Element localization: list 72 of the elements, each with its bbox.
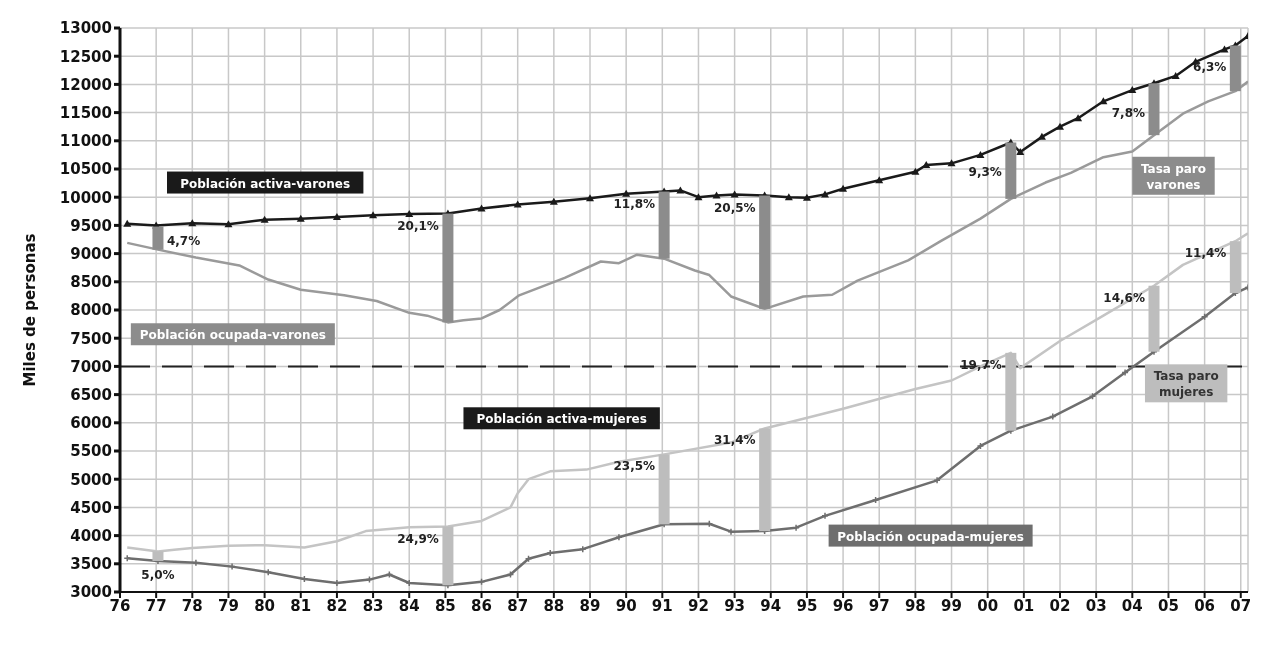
x-tick-label: 88 xyxy=(543,596,565,615)
annotation: 5,0% xyxy=(141,567,175,582)
text: Población ocupada-varones xyxy=(139,328,326,343)
x-tick-label: 97 xyxy=(868,596,890,615)
x-tick-label: 87 xyxy=(507,596,529,615)
y-tick-label: 7000 xyxy=(70,357,112,376)
y-tick-label: 5500 xyxy=(70,442,112,461)
text: Población activa-varones xyxy=(180,176,351,191)
y-tick-label: 7500 xyxy=(70,329,112,348)
annotation: 4,7% xyxy=(166,233,201,248)
x-tick-label: 03 xyxy=(1085,596,1107,615)
x-tick-label: 81 xyxy=(290,596,312,615)
annotation: 6,3% xyxy=(1193,60,1227,75)
x-tick-label: 96 xyxy=(832,596,854,615)
y-tick-label: 4500 xyxy=(70,498,112,517)
x-tick-label: 95 xyxy=(796,596,818,615)
annotation: 20,5% xyxy=(713,200,756,215)
y-axis-title: Miles de personas xyxy=(21,233,40,387)
x-tick-label: 94 xyxy=(760,596,782,615)
x-tick-label: 82 xyxy=(326,596,348,615)
x-tick-label: 91 xyxy=(651,596,673,615)
y-tick-label: 6500 xyxy=(70,385,112,404)
y-tick-label: 11500 xyxy=(59,103,112,122)
x-tick-label: 76 xyxy=(109,596,131,615)
x-tick-label: 79 xyxy=(218,596,239,615)
text: Tasa paro varones xyxy=(1141,161,1207,192)
x-tick-label: 98 xyxy=(904,596,926,615)
y-tick-label: 10500 xyxy=(59,160,112,179)
text: Población activa-mujeres xyxy=(476,412,647,427)
x-tick-label: 06 xyxy=(1194,596,1216,615)
y-tick-label: 6000 xyxy=(70,414,112,433)
x-tick-label: 78 xyxy=(181,596,203,615)
annotation: 20,1% xyxy=(397,218,439,233)
y-tick-label: 8000 xyxy=(70,301,112,320)
x-tick-label: 04 xyxy=(1121,596,1143,615)
x-tick-label: 02 xyxy=(1049,596,1071,615)
x-tick-label: 80 xyxy=(254,596,276,615)
y-tick-label: 13000 xyxy=(59,19,112,38)
y-tick-label: 8500 xyxy=(70,273,112,292)
y-tick-label: 10000 xyxy=(59,188,112,207)
x-tick-label: 99 xyxy=(941,596,962,615)
annotation: 24,9% xyxy=(397,531,439,546)
y-tick-label: 11000 xyxy=(59,132,112,151)
annotation: 7,8% xyxy=(1111,106,1145,121)
annotation: 23,5% xyxy=(613,459,656,474)
x-tick-label: 01 xyxy=(1013,596,1035,615)
annotation: 11,8% xyxy=(613,196,656,211)
y-tick-label: 4000 xyxy=(70,526,112,545)
annotation: 31,4% xyxy=(713,433,756,448)
y-tick-label: 5000 xyxy=(70,470,112,489)
y-tick-label: 12500 xyxy=(59,47,112,66)
y-tick-label: 3500 xyxy=(70,555,112,574)
annotation: 14,6% xyxy=(1103,290,1145,305)
x-tick-label: 00 xyxy=(977,596,999,615)
y-tick-label: 9500 xyxy=(70,216,112,235)
x-tick-label: 07 xyxy=(1230,596,1252,615)
x-tick-label: 77 xyxy=(145,596,167,615)
x-tick-label: 83 xyxy=(362,596,384,615)
x-tick-label: 84 xyxy=(398,596,420,615)
x-tick-label: 90 xyxy=(615,596,637,615)
series-label: Población ocupada-mujeres xyxy=(837,529,1025,544)
x-tick-label: 05 xyxy=(1158,596,1179,615)
x-tick-label: 89 xyxy=(579,596,601,615)
x-tick-label: 85 xyxy=(434,596,456,615)
x-tick-label: 93 xyxy=(724,596,746,615)
y-tick-label: 12000 xyxy=(59,75,112,94)
annotation: 11,4% xyxy=(1184,246,1227,261)
annotation: 9,3% xyxy=(968,165,1002,180)
x-tick-label: 92 xyxy=(688,596,709,615)
series-label: Tasa paro mujeres xyxy=(1153,369,1219,400)
y-tick-label: 9000 xyxy=(70,244,112,263)
x-tick-label: 86 xyxy=(471,596,492,615)
